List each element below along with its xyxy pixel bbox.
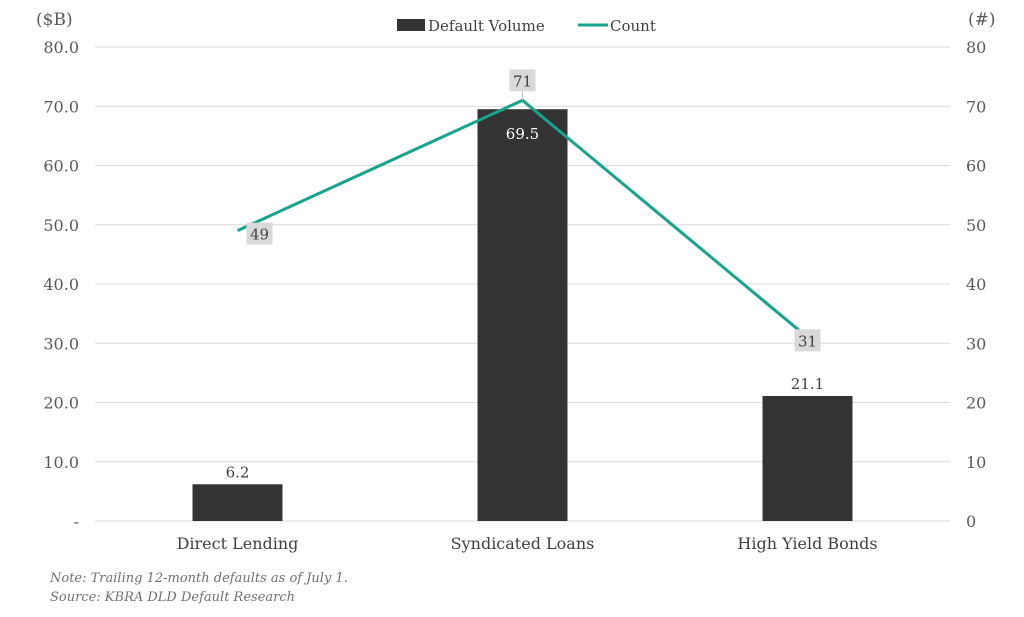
x-category-label: Direct Lending [177,534,299,553]
bar-direct-lending [192,484,283,521]
count-data-label: 71 [513,72,532,90]
bar-high-yield-bonds [762,395,853,521]
y-right-tick-label: 40 [966,275,986,294]
y-right-tick-label: 70 [966,97,986,116]
y-right-tick-label: 80 [966,38,986,57]
count-label-box [246,222,273,245]
y-left-tick-label: 50.0 [43,216,79,235]
bar-data-label: 6.2 [226,463,250,481]
y-left-tick-label: 30.0 [43,334,79,353]
y-left-axis-label: ($B) [36,10,73,30]
y-left-tick-label: 40.0 [43,275,79,294]
bar-syndicated-loans [477,109,568,522]
y-right-tick-label: 50 [966,216,986,235]
y-right-tick-label: 20 [966,394,986,413]
chart-source: Source: KBRA DLD Default Research [50,590,296,605]
y-left-tick-label: 10.0 [43,453,79,472]
count-label-box [509,69,536,92]
legend-bar-label: Default Volume [428,17,545,35]
y-left-tick-label: 60.0 [43,157,79,176]
legend-line-label: Count [610,17,656,35]
x-category-label: High Yield Bonds [737,534,877,553]
y-right-axis-label: (#) [968,10,996,30]
y-right-tick-label: 10 [966,453,986,472]
chart-note: Note: Trailing 12-month defaults as of J… [50,571,348,586]
y-right-tick-label: 30 [966,334,986,353]
count-data-label: 31 [798,332,817,350]
count-data-label: 49 [250,226,269,244]
y-left-tick-label: 80.0 [43,38,79,57]
y-left-tick-label: 20.0 [43,394,79,413]
y-right-tick-label: 60 [966,157,986,176]
x-category-label: Syndicated Loans [451,534,595,553]
bar-data-label: 21.1 [791,375,824,393]
legend-bar-swatch [397,19,425,31]
bar-data-label: 69.5 [506,125,539,143]
y-left-tick-label: - [74,512,79,531]
count-label-box [794,329,821,352]
y-left-tick-label: 70.0 [43,97,79,116]
y-right-tick-label: 0 [966,512,976,531]
